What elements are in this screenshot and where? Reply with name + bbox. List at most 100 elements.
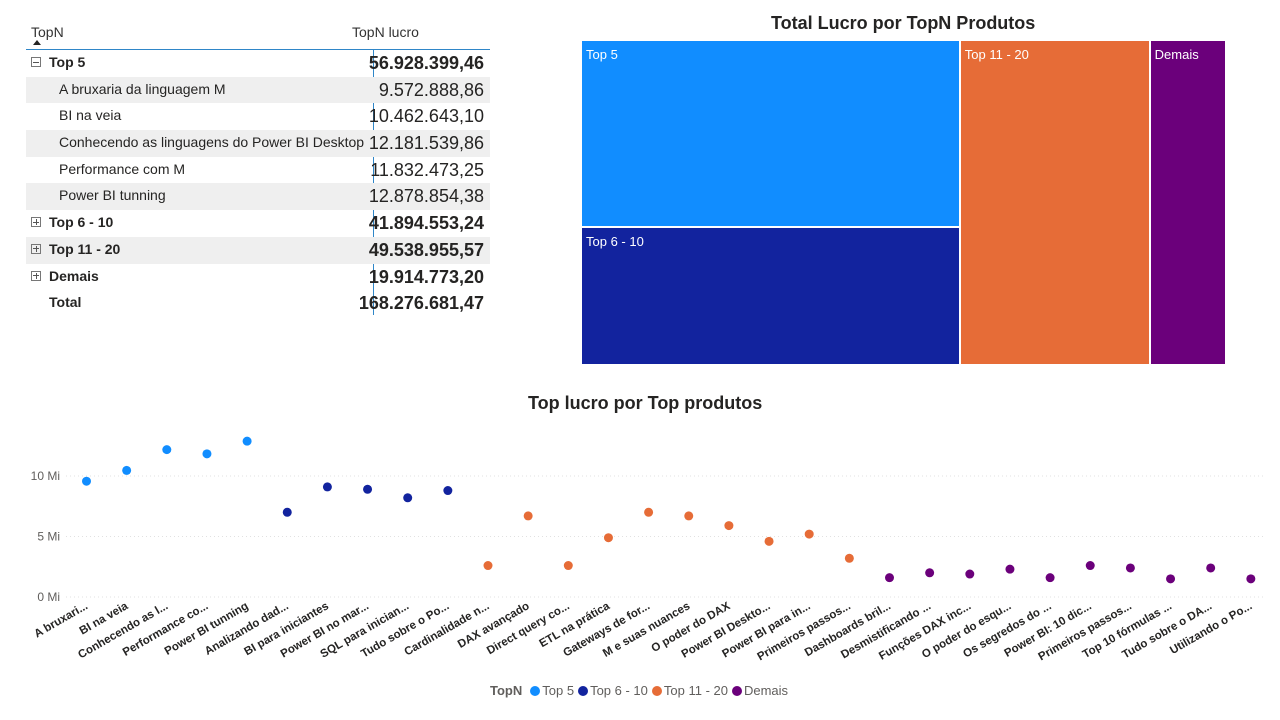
scatter-point[interactable] (1125, 563, 1135, 573)
scatter-point[interactable] (563, 561, 573, 571)
scatter-point[interactable] (523, 511, 533, 521)
scatter-point[interactable] (162, 445, 172, 455)
scatter-point[interactable] (965, 569, 975, 579)
expand-icon[interactable] (31, 243, 41, 254)
row-value: 11.832.473,25 (370, 159, 484, 180)
treemap-label: Top 11 - 20 (964, 47, 1029, 62)
scatter-point[interactable] (885, 573, 894, 583)
scatter-point[interactable] (483, 561, 493, 571)
matrix-body: Top 5 56.928.399,46 A bruxaria da linguage… (26, 50, 490, 317)
legend-dot-icon (578, 685, 589, 696)
row-value: 12.181.539,86 (368, 133, 484, 154)
treemap-label: Top 5 (586, 47, 618, 62)
scatter-point[interactable] (1166, 574, 1176, 584)
treemap-tile-top5[interactable]: Top 5 (581, 40, 960, 228)
row-value: 19.914.773,20 (368, 266, 484, 287)
row-label: BI na veia (59, 107, 122, 124)
scatter-point[interactable] (1246, 574, 1256, 584)
row-label: Top 5 (49, 54, 86, 70)
row-label: Conhecendo as linguagens do Power BI Des… (59, 134, 365, 151)
row-label: A bruxaria da linguagem M (59, 80, 226, 97)
table-row: Top 5 56.928.399,46 (26, 50, 490, 77)
row-value: 12.878.854,38 (368, 186, 484, 207)
column-header-topn[interactable]: TopN (31, 24, 64, 40)
row-label: Demais (49, 267, 99, 284)
row-value: 41.894.553,24 (368, 213, 484, 234)
legend-items: Top 5 Top 6 - 10 Top 11 - 20 Demais (530, 683, 792, 698)
expand-icon[interactable] (31, 217, 41, 228)
treemap-title: Total Lucro por TopN Produtos (771, 13, 1036, 33)
scatter-point[interactable] (363, 484, 373, 494)
legend-label: Demais (743, 683, 789, 698)
row-value: 9.572.888,86 (378, 79, 484, 100)
scatter-point[interactable] (1005, 564, 1015, 574)
legend-dot-icon (530, 685, 541, 696)
scatter-point[interactable] (684, 511, 694, 521)
legend-label: Top 6 - 10 (590, 683, 648, 698)
scatter-point[interactable] (82, 476, 91, 486)
row-label: Performance com M (59, 160, 186, 177)
legend-label: Top 11 - 20 (663, 683, 728, 698)
row-label: Power BI tunning (59, 187, 166, 204)
scatter-point[interactable] (724, 521, 734, 531)
legend-item[interactable]: Top 6 - 10 (578, 683, 648, 698)
row-label: Total (49, 294, 82, 311)
treemap-tile-demais[interactable]: Demais (1149, 40, 1226, 365)
table-row: A bruxaria da linguagem M 9.572.888,86 (26, 76, 490, 104)
row-value: 49.538.955,57 (368, 239, 484, 260)
table-row: Demais 19.914.773,20 (26, 264, 490, 291)
scatter-point[interactable] (644, 507, 654, 517)
table-row: BI na veia 10.462.643,10 (26, 103, 490, 130)
treemap-label: Demais (1154, 47, 1199, 62)
scatter-point[interactable] (764, 536, 774, 546)
treemap-chart: Top 5 Top 6 - 10 Top 11 - 20 Demais (581, 40, 1226, 365)
scatter-point[interactable] (603, 533, 613, 543)
scatter-point[interactable] (122, 465, 132, 475)
y-tick-label: 10 Mi (31, 469, 60, 483)
scatter-point[interactable] (322, 482, 332, 492)
treemap-label: Top 6 - 10 (586, 234, 644, 250)
scatter-legend: TopN Top 5 Top 6 - 10 Top 11 - 20 Demais (490, 683, 792, 698)
matrix-header: TopN TopN lucro (26, 18, 490, 50)
legend-dot-icon (651, 685, 662, 696)
column-separator (373, 49, 374, 315)
legend-item[interactable]: Demais (731, 683, 789, 698)
y-tick-label: 5 Mi (37, 530, 60, 544)
scatter-point[interactable] (1045, 573, 1055, 583)
legend-title: TopN (490, 683, 523, 698)
scatter-point[interactable] (403, 493, 413, 503)
collapse-icon[interactable] (31, 57, 41, 67)
scatter-point[interactable] (804, 529, 814, 539)
table-row: Power BI tunning 12.878.854,38 (26, 183, 490, 211)
legend-item[interactable]: Top 11 - 20 (651, 683, 728, 698)
scatter-point[interactable] (1206, 563, 1216, 573)
legend-dot-icon (731, 685, 742, 696)
table-row: Performance com M 11.832.473,25 (26, 157, 490, 184)
legend-label: Top 5 (542, 683, 575, 698)
table-row: Top 6 - 10 41.894.553,24 (26, 210, 490, 237)
scatter-point[interactable] (925, 568, 935, 578)
row-label: Top 6 - 10 (49, 214, 114, 231)
scatter-point[interactable] (242, 436, 252, 446)
scatter-point[interactable] (844, 553, 854, 563)
row-value: 10.462.643,10 (368, 106, 484, 127)
scatter-title: Top lucro por Top produtos (528, 393, 763, 413)
matrix-table: TopN TopN lucro Top 5 56.928.399,46 A brux… (26, 18, 490, 317)
table-row: Conhecendo as linguagens do Power BI Des… (26, 130, 490, 157)
row-value: 56.928.399,46 (368, 53, 484, 73)
table-row: Total 168.276.681,47 (26, 290, 490, 317)
sort-ascending-icon[interactable] (33, 40, 41, 45)
table-row: Top 11 - 20 49.538.955,57 (26, 236, 490, 264)
scatter-point[interactable] (282, 507, 292, 517)
scatter-point[interactable] (1085, 561, 1095, 571)
scatter-point[interactable] (443, 486, 453, 496)
legend-item[interactable]: Top 5 (530, 683, 574, 698)
treemap-tile-top11-20[interactable]: Top 11 - 20 (959, 40, 1150, 365)
scatter-point[interactable] (202, 449, 212, 459)
y-tick-label: 0 Mi (37, 590, 60, 604)
column-header-topn-lucro[interactable]: TopN lucro (352, 24, 419, 40)
expand-icon[interactable] (31, 270, 41, 281)
row-value: 168.276.681,47 (358, 293, 484, 314)
treemap-tile-top6-10[interactable]: Top 6 - 10 (581, 227, 960, 365)
